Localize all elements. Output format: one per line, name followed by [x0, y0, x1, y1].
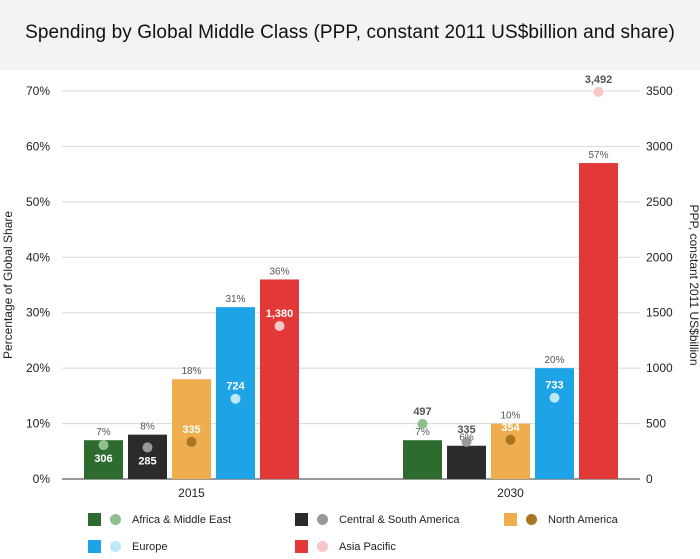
bar [172, 379, 211, 479]
y-tick-label: 60% [26, 139, 50, 153]
spend-dot [505, 434, 516, 445]
bar [128, 434, 167, 479]
share-label: 10% [500, 411, 520, 422]
chart-title: Spending by Global Middle Class (PPP, co… [25, 22, 675, 43]
share-label: 18% [181, 366, 201, 377]
spend-label: 335 [457, 424, 475, 436]
share-label: 20% [544, 355, 564, 366]
y2-tick-label: 3500 [646, 84, 673, 98]
bar [403, 440, 442, 479]
spend-dot [274, 321, 285, 332]
spend-label: 335 [182, 424, 200, 436]
y2-axis-title: PPP, constant 2011 US$billion [687, 205, 700, 366]
y2-tick-label: 1500 [646, 306, 673, 320]
spend-label: 724 [226, 381, 245, 393]
share-label: 57% [588, 150, 608, 161]
x-tick-label: 2030 [497, 486, 524, 500]
y2-tick-label: 2500 [646, 195, 673, 209]
spend-label: 1,380 [266, 308, 294, 320]
spend-dot [98, 440, 109, 451]
y-tick-label: 10% [26, 417, 50, 431]
chart-header: Spending by Global Middle Class (PPP, co… [0, 0, 700, 70]
y-tick-label: 0% [33, 472, 51, 486]
y-tick-label: 40% [26, 250, 50, 264]
bar [216, 307, 255, 479]
share-label: 8% [140, 422, 155, 433]
y-tick-label: 50% [26, 195, 50, 209]
spend-dot [186, 436, 197, 447]
spend-label: 497 [413, 406, 431, 418]
y2-tick-label: 500 [646, 417, 666, 431]
share-label: 7% [415, 427, 430, 438]
spend-label: 306 [94, 453, 112, 465]
share-label: 7% [96, 427, 111, 438]
bar [260, 279, 299, 479]
bar [535, 368, 574, 479]
spend-label: 3,492 [585, 74, 613, 86]
y2-tick-label: 0 [646, 472, 653, 486]
y2-tick-label: 1000 [646, 361, 673, 375]
share-label: 36% [269, 266, 289, 277]
y-tick-label: 30% [26, 306, 50, 320]
spend-label: 285 [138, 455, 156, 467]
y-axis-title: Percentage of Global Share [1, 211, 15, 359]
spend-dot [142, 442, 153, 453]
spend-dot [549, 392, 560, 403]
spend-label: 733 [545, 380, 563, 392]
spend-dot [593, 86, 604, 97]
spend-dot [230, 393, 241, 404]
y-tick-label: 20% [26, 361, 50, 375]
spend-label: 354 [501, 422, 520, 434]
share-label: 31% [225, 294, 245, 305]
spend-dot [417, 418, 428, 429]
bar [447, 445, 486, 479]
y2-tick-label: 3000 [646, 139, 673, 153]
bar [491, 423, 530, 479]
bar [579, 163, 618, 480]
spend-dot [461, 436, 472, 447]
x-tick-label: 2015 [178, 486, 205, 500]
y-tick-label: 70% [26, 84, 50, 98]
y2-tick-label: 2000 [646, 250, 673, 264]
